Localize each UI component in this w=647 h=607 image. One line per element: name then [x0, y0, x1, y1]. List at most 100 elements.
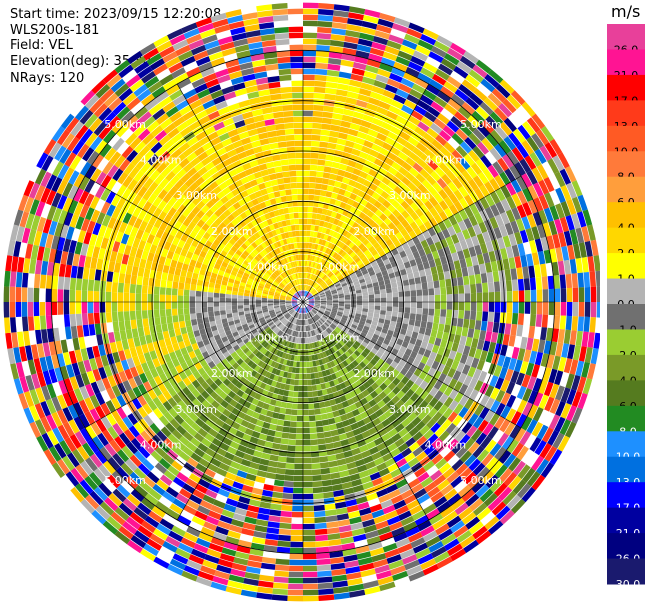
radar-gate [303, 589, 319, 596]
radar-gate [360, 331, 367, 338]
radar-gate [320, 129, 331, 137]
radar-gate [419, 380, 429, 390]
radar-gate [442, 331, 450, 341]
radar-gate [536, 224, 546, 239]
radar-gate [303, 439, 311, 446]
radar-gate [81, 278, 89, 291]
radar-gate [291, 523, 303, 530]
radar-gate [136, 318, 143, 329]
radar-gate [324, 196, 331, 204]
radar-gate [271, 594, 288, 601]
radar-gate [338, 266, 345, 272]
radar-gate [313, 283, 318, 289]
radar-gate [331, 291, 338, 295]
radar-gate [21, 287, 28, 302]
radar-gate [385, 238, 394, 247]
radar-gate [497, 157, 509, 172]
radar-gate [15, 271, 23, 288]
radar-gate [391, 67, 406, 78]
radar-gate [535, 276, 543, 290]
radar-gate [93, 302, 100, 313]
radar-gate [288, 565, 303, 572]
radar-gate [366, 252, 373, 260]
radar-gate [312, 475, 322, 482]
radar-gate [299, 361, 303, 368]
radar-gate [441, 228, 451, 239]
radar-gate [319, 456, 329, 463]
radar-gate [365, 64, 379, 74]
radar-gate [354, 315, 361, 321]
radar-gate [542, 289, 549, 302]
radar-gate [352, 221, 360, 230]
radar-gate [475, 59, 492, 74]
radar-gate [338, 295, 345, 299]
radar-gate [451, 93, 465, 107]
radar-gate [368, 351, 376, 359]
radar-gate [370, 213, 379, 222]
radar-gate [380, 95, 394, 105]
radar-gate [303, 122, 313, 129]
radar-gate [364, 322, 371, 328]
radar-gate [468, 178, 479, 191]
radar-gate [398, 236, 407, 245]
radar-gate [443, 207, 454, 218]
radar-gate [3, 302, 10, 318]
radar-gate [495, 389, 506, 403]
radar-gate [463, 375, 473, 387]
radar-gate [396, 223, 405, 232]
radar-gate [304, 284, 306, 291]
radar-gate [342, 237, 349, 244]
radar-gate [508, 257, 516, 270]
radar-gate [154, 317, 161, 326]
radar-gate [70, 325, 78, 339]
radar-gate [311, 219, 317, 225]
radar-gate [321, 316, 327, 321]
radar-gate [371, 117, 384, 127]
radar-gate [325, 515, 338, 523]
radar-gate [429, 122, 443, 135]
radar-gate [467, 115, 481, 129]
radar-gate [295, 439, 303, 446]
radar-gate [303, 206, 308, 213]
radar-gate [489, 178, 500, 191]
radar-gate [306, 266, 309, 273]
radar-gate [531, 474, 546, 491]
radar-gate [325, 154, 335, 162]
radar-gate [313, 98, 325, 106]
radar-gate [57, 289, 64, 302]
radar-gate [430, 170, 441, 182]
radar-gate [438, 129, 452, 142]
radar-gate [308, 415, 316, 422]
radar-gate [323, 234, 329, 241]
radar-gate [369, 238, 378, 246]
radar-gate [377, 18, 394, 29]
radar-gate [386, 40, 402, 50]
radar-gate [352, 168, 362, 176]
radar-gate [486, 272, 494, 283]
radar-gate [529, 240, 538, 254]
radar-gate [308, 409, 315, 416]
radar-gate [307, 295, 313, 299]
radar-gate [349, 154, 359, 162]
radar-gate [388, 341, 396, 349]
radar-gate [145, 334, 153, 344]
radar-gate [578, 346, 587, 362]
radar-gate [27, 287, 34, 302]
radar-gate [155, 324, 163, 334]
radar-gate [314, 528, 328, 536]
radar-gate [467, 149, 480, 163]
radar-gate [303, 182, 310, 189]
radar-gate [415, 242, 424, 251]
radar-gate [310, 267, 314, 274]
radar-gate [324, 260, 329, 267]
radar-gate [478, 221, 488, 234]
radar-gate [569, 359, 579, 375]
radar-gate [433, 400, 444, 412]
radar-gate [500, 344, 508, 357]
radar-gate [517, 348, 526, 361]
radar-gate [123, 283, 130, 293]
radar-gate [548, 288, 555, 302]
radar-gate [108, 332, 116, 344]
radar-gate [499, 419, 511, 433]
radar-gate [21, 272, 29, 288]
